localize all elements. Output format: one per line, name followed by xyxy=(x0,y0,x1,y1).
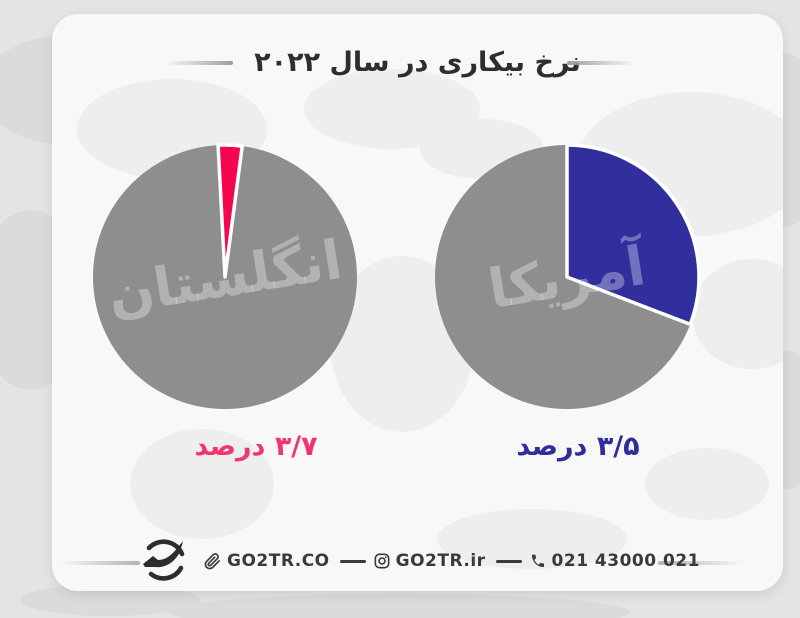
infographic-card: نرخ بیکاری در سال ۲۰۲۲ انگلستان آمریکا ۳… xyxy=(52,14,783,591)
website-label: GO2TR.CO xyxy=(227,551,330,571)
card-map-watermark xyxy=(77,69,783,569)
footer-dash-left xyxy=(60,561,140,565)
phone-label: 021 43000 021 xyxy=(551,551,700,571)
instagram-icon xyxy=(374,553,390,569)
title-dash-left xyxy=(165,61,233,65)
instagram-label: GO2TR.ir xyxy=(395,551,486,571)
separator-dash-2 xyxy=(495,559,522,563)
link-icon xyxy=(204,552,221,570)
footer: GO2TR.CO GO2TR.ir 021 43000 021 xyxy=(138,536,700,586)
separator-dash-1 xyxy=(339,559,366,563)
uk-value-label: ۳/۷ درصد xyxy=(194,431,318,462)
footer-dash-right xyxy=(658,561,744,565)
phone-icon xyxy=(530,553,546,569)
pie-chart-usa xyxy=(435,143,701,409)
pie-chart-uk xyxy=(93,143,357,409)
usa-value-label: ۳/۵ درصد xyxy=(516,431,640,462)
page-title: نرخ بیکاری در سال ۲۰۲۲ xyxy=(254,47,581,78)
title-dash-right xyxy=(567,61,635,65)
go2tr-logo xyxy=(138,536,190,586)
